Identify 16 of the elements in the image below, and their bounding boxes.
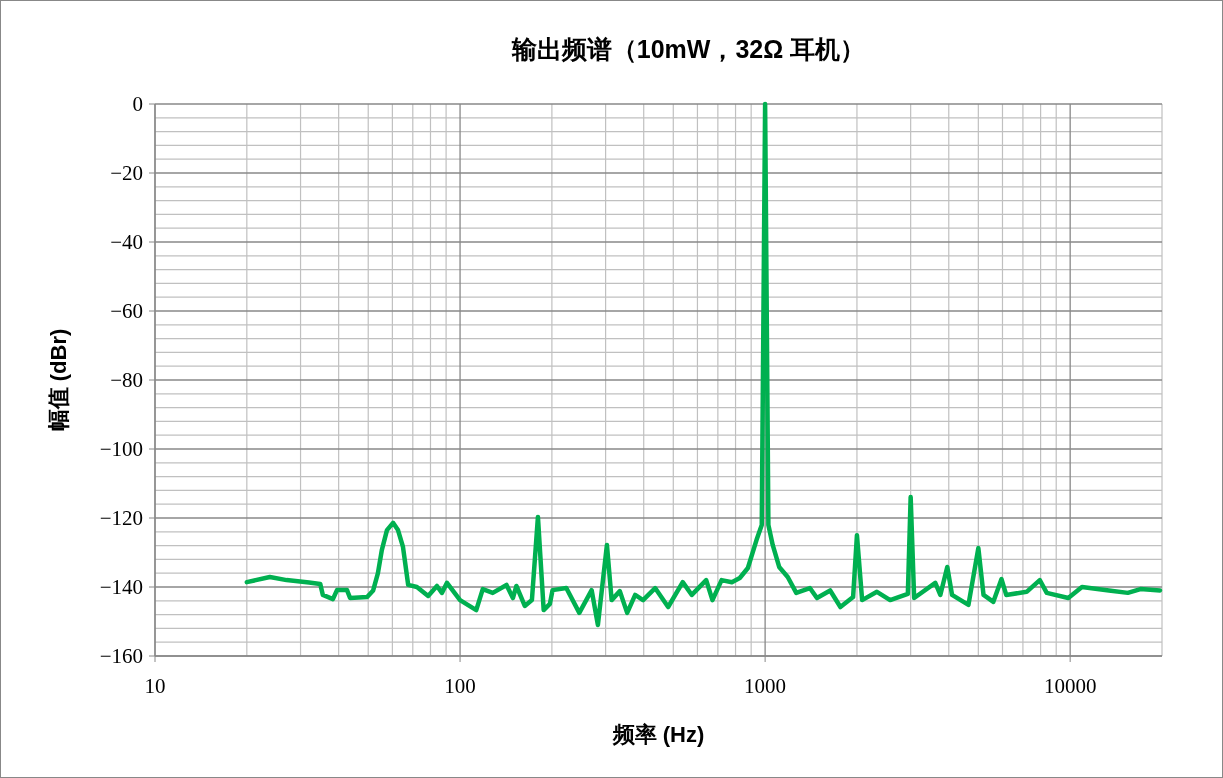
y-tick-label: 0: [132, 92, 143, 117]
y-tick-label: −140: [99, 575, 143, 600]
x-tick-label: 10000: [1043, 674, 1097, 698]
x-axis-title: 频率 (Hz): [611, 722, 705, 747]
y-axis-title: 幅值 (dBr): [46, 328, 71, 432]
y-tick-label: −120: [99, 506, 143, 531]
y-tick-label: −80: [110, 368, 143, 393]
y-tick-label: −60: [110, 299, 143, 324]
x-tick-label: 100: [444, 674, 476, 698]
chart-title: 输出频谱（10mW，32Ω 耳机）: [510, 35, 866, 63]
y-tick-label: −20: [110, 161, 143, 186]
x-tick-label: 1000: [744, 674, 787, 698]
y-tick-label: −160: [99, 644, 143, 669]
y-tick-label: −100: [99, 437, 143, 462]
y-tick-label: −40: [110, 230, 143, 255]
x-tick-label: 10: [144, 674, 166, 698]
